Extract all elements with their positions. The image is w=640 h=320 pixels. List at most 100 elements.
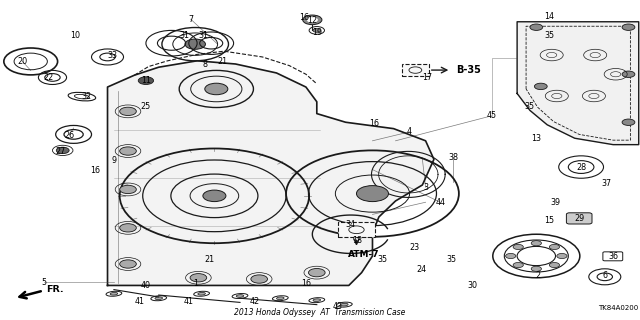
Text: 21: 21 [218,57,228,66]
Text: 44: 44 [435,198,445,207]
Text: 41: 41 [184,297,194,306]
Circle shape [356,186,388,202]
Text: 2013 Honda Odyssey  AT  Transmission Case: 2013 Honda Odyssey AT Transmission Case [234,308,406,317]
Text: 5: 5 [41,278,46,287]
Text: ATM-7: ATM-7 [348,250,380,259]
Circle shape [622,71,635,77]
Circle shape [120,224,136,232]
Ellipse shape [110,292,118,295]
Ellipse shape [313,299,321,301]
Text: 12: 12 [307,16,317,25]
Text: 31: 31 [179,31,189,40]
Text: 6: 6 [602,271,607,280]
Circle shape [185,39,205,49]
Text: 33: 33 [107,51,117,60]
Text: 32: 32 [81,92,92,101]
Circle shape [120,147,136,155]
Text: 26: 26 [64,131,74,140]
Text: 35: 35 [525,102,535,111]
Text: 30: 30 [467,281,477,290]
Text: 15: 15 [544,216,554,225]
Text: 19: 19 [312,28,322,37]
Text: 23: 23 [410,243,420,252]
Circle shape [308,268,325,277]
Text: 28: 28 [576,163,586,172]
Text: 39: 39 [550,198,561,207]
Text: 41: 41 [134,297,145,306]
Text: 1: 1 [193,279,198,288]
Text: 8: 8 [202,60,207,69]
Text: 20: 20 [17,57,28,66]
Circle shape [120,260,136,268]
Circle shape [530,24,543,30]
Text: 29: 29 [574,214,584,223]
Ellipse shape [198,292,205,295]
Text: 37: 37 [602,179,612,188]
Circle shape [251,275,268,283]
Circle shape [313,28,321,32]
Text: 25: 25 [141,102,151,111]
Text: 43: 43 [333,302,343,311]
Circle shape [303,15,322,25]
Text: B-35: B-35 [456,65,481,75]
Text: 13: 13 [531,134,541,143]
Circle shape [203,190,226,202]
Circle shape [307,17,317,22]
Text: 38: 38 [448,153,458,162]
Circle shape [120,107,136,116]
Text: 4: 4 [407,127,412,136]
Text: 14: 14 [544,12,554,21]
Text: 31: 31 [198,31,209,40]
Polygon shape [517,22,639,145]
Text: 3: 3 [423,183,428,192]
Text: 11: 11 [141,76,151,85]
Ellipse shape [155,297,163,300]
Text: 16: 16 [369,119,380,128]
Text: 42: 42 [250,297,260,306]
Circle shape [513,244,524,250]
Text: 2: 2 [535,271,540,280]
Text: 27: 27 [56,147,66,156]
Circle shape [205,83,228,95]
Text: 35: 35 [446,255,456,264]
Ellipse shape [340,303,348,306]
Text: 21: 21 [205,255,215,264]
Circle shape [531,266,541,271]
Circle shape [622,119,635,125]
Text: 36: 36 [608,252,618,261]
Text: 16: 16 [299,13,309,22]
FancyBboxPatch shape [338,222,375,237]
Circle shape [534,83,547,90]
Text: 24: 24 [416,265,426,274]
Ellipse shape [236,295,244,297]
Circle shape [557,253,567,259]
Text: 35: 35 [544,31,554,40]
Circle shape [622,24,635,30]
Text: 16: 16 [301,279,311,288]
Polygon shape [108,61,434,285]
Text: 17: 17 [422,73,433,82]
Ellipse shape [276,297,284,300]
Circle shape [190,274,207,282]
Text: 45: 45 [486,111,497,120]
Text: 35: 35 [378,255,388,264]
Circle shape [120,185,136,194]
Text: 16: 16 [90,166,100,175]
Text: FR.: FR. [46,285,64,294]
Text: 34: 34 [346,220,356,229]
Text: 7: 7 [188,15,193,24]
FancyBboxPatch shape [566,213,592,224]
FancyBboxPatch shape [402,64,429,76]
Text: TK84A0200: TK84A0200 [598,305,639,311]
Circle shape [549,262,559,268]
Circle shape [138,77,154,84]
Text: 18: 18 [352,236,362,245]
Text: 9: 9 [111,156,116,165]
Circle shape [549,244,559,250]
Circle shape [531,241,541,246]
Text: 40: 40 [141,281,151,290]
Circle shape [506,253,516,259]
Text: 10: 10 [70,31,81,40]
Text: 22: 22 [43,73,53,82]
Circle shape [56,147,69,154]
